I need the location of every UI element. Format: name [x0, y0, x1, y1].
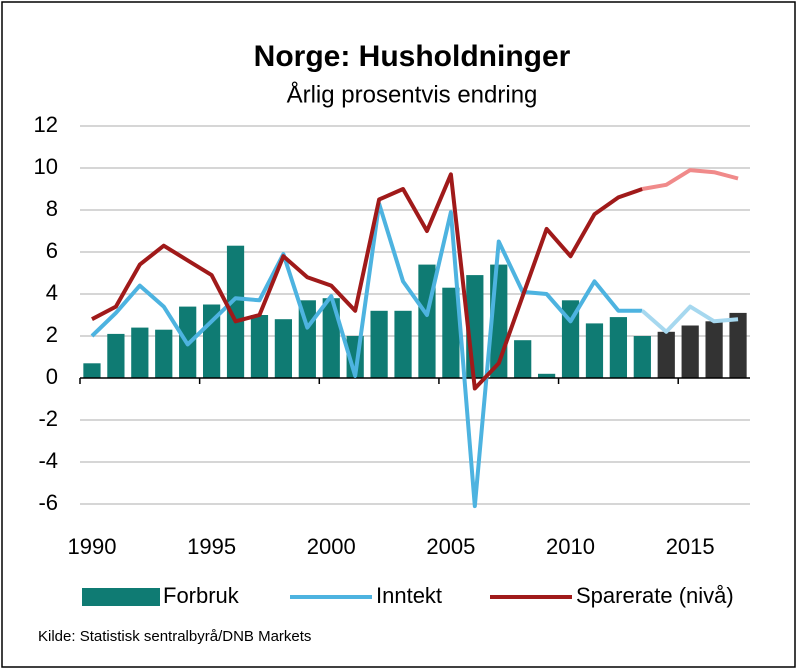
legend-label: Forbruk [163, 583, 240, 608]
chart-subtitle: Årlig prosentvis endring [287, 80, 538, 108]
bar [250, 315, 269, 378]
y-tick-label: 2 [46, 322, 58, 347]
bar [322, 298, 340, 378]
bar [131, 327, 149, 378]
y-tick-label: 0 [46, 364, 58, 389]
bar [633, 336, 651, 378]
bar [585, 323, 604, 378]
line [91, 172, 643, 391]
y-tick-label: -2 [38, 406, 58, 431]
bar [705, 321, 723, 378]
legend-label: Sparerate (nivå) [576, 583, 734, 608]
x-tick-label: 1990 [67, 534, 116, 559]
bar [514, 340, 532, 378]
x-tick-label: 2010 [546, 534, 595, 559]
bar [155, 329, 173, 378]
x-tick-label: 2000 [307, 534, 356, 559]
y-tick-label: 8 [46, 196, 58, 221]
bar [537, 373, 556, 378]
bar [561, 300, 580, 378]
line [641, 168, 739, 191]
source: Kilde: Statistisk sentralbyrå/DNB Market… [38, 628, 311, 645]
y-tick-label: 10 [34, 154, 58, 179]
x-tick-label: 1995 [187, 534, 236, 559]
x-tick-label: 2005 [426, 534, 475, 559]
bar [83, 363, 101, 378]
bar [370, 310, 388, 378]
bar [442, 287, 460, 378]
bar [729, 312, 747, 378]
bar [657, 331, 675, 378]
line [90, 201, 643, 509]
y-tick-label: -4 [38, 448, 58, 473]
line [641, 304, 739, 334]
bar [274, 319, 293, 378]
y-tick-label: 6 [46, 238, 58, 263]
bar [107, 333, 125, 378]
legend-swatch [82, 588, 160, 606]
bar [226, 245, 245, 378]
y-tick-label: -6 [38, 490, 58, 515]
y-tick-label: 12 [34, 112, 58, 137]
bar [609, 317, 628, 378]
bar [681, 325, 699, 378]
chart-title: Norge: Husholdninger [254, 40, 571, 73]
bar [394, 310, 412, 378]
x-tick-label: 2015 [666, 534, 715, 559]
legend-label: Inntekt [376, 583, 442, 608]
y-tick-label: 4 [46, 280, 58, 305]
